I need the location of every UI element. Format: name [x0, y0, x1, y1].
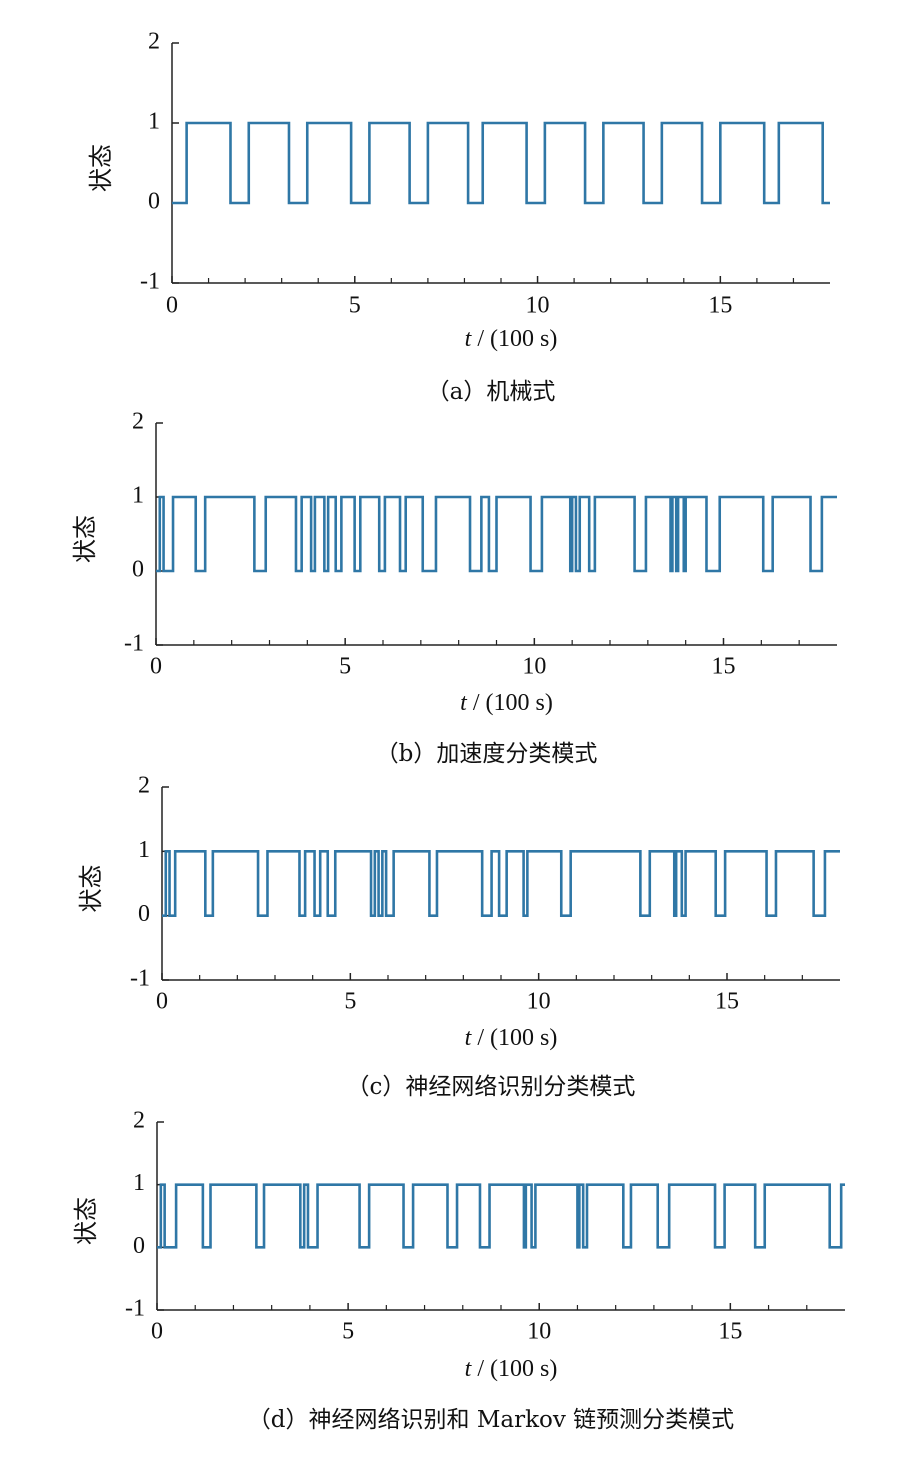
x-axis-variable: t: [465, 1025, 473, 1051]
y-tick-label: -1: [140, 269, 160, 295]
x-axis-variable: t: [465, 1356, 473, 1382]
x-tick-label: 15: [708, 293, 732, 319]
state-line: [162, 850, 840, 917]
x-axis-unit: / (100 s): [477, 326, 557, 352]
x-axis-variable: t: [460, 690, 468, 716]
x-tick-label: 15: [712, 654, 736, 680]
x-tick-label: 0: [166, 293, 178, 319]
y-axis-label: 状态: [72, 1197, 100, 1245]
x-axis-unit: / (100 s): [477, 1356, 557, 1382]
x-tick-label: 5: [339, 654, 351, 680]
y-tick-label: 2: [148, 29, 160, 55]
x-tick-label: 15: [718, 1319, 742, 1345]
y-tick-label: 1: [148, 109, 160, 135]
x-tick-label: 10: [522, 654, 546, 680]
caption: （b）加速度分类模式: [376, 741, 598, 767]
state-line: [157, 1183, 845, 1249]
x-axis-label: t / (100 s): [465, 326, 558, 352]
x-tick-label: 10: [526, 293, 550, 319]
y-tick-label: 0: [148, 189, 160, 215]
x-tick-label: 5: [349, 293, 361, 319]
x-axis-label: t / (100 s): [465, 1025, 558, 1051]
x-axis-variable: t: [465, 326, 473, 352]
y-tick-label: 1: [133, 1170, 145, 1196]
x-tick-label: 10: [527, 1319, 551, 1345]
x-tick-label: 5: [342, 1319, 354, 1345]
y-axis-label: 状态: [71, 515, 99, 563]
y-tick-label: 1: [138, 837, 150, 863]
y-tick-label: -1: [125, 1296, 145, 1322]
x-tick-label: 0: [151, 1319, 163, 1345]
y-axis-label: 状态: [77, 865, 105, 913]
caption: （d）神经网络识别和 Markov 链预测分类模式: [248, 1407, 734, 1433]
y-axis-label: 状态: [87, 144, 115, 192]
x-axis-unit: / (100 s): [477, 1025, 557, 1051]
y-tick-label: 2: [133, 1108, 145, 1134]
y-tick-label: -1: [130, 966, 150, 992]
x-tick-label: 5: [344, 989, 356, 1015]
x-axis-label: t / (100 s): [460, 690, 553, 716]
x-axis-label: t / (100 s): [465, 1356, 558, 1382]
caption: （a）机械式: [427, 379, 556, 405]
state-line: [156, 495, 837, 573]
y-tick-label: 0: [133, 1233, 145, 1259]
y-tick-label: 1: [132, 483, 144, 509]
y-tick-label: 0: [138, 901, 150, 927]
y-tick-label: 2: [138, 773, 150, 799]
state-line: [172, 121, 830, 205]
y-tick-label: 2: [132, 409, 144, 435]
caption: （c）神经网络识别分类模式: [347, 1074, 636, 1100]
x-axis-unit: / (100 s): [473, 690, 553, 716]
x-tick-label: 0: [156, 989, 168, 1015]
x-tick-label: 0: [150, 654, 162, 680]
y-tick-label: -1: [124, 631, 144, 657]
y-tick-label: 0: [132, 557, 144, 583]
x-tick-label: 15: [715, 989, 739, 1015]
x-tick-label: 10: [527, 989, 551, 1015]
